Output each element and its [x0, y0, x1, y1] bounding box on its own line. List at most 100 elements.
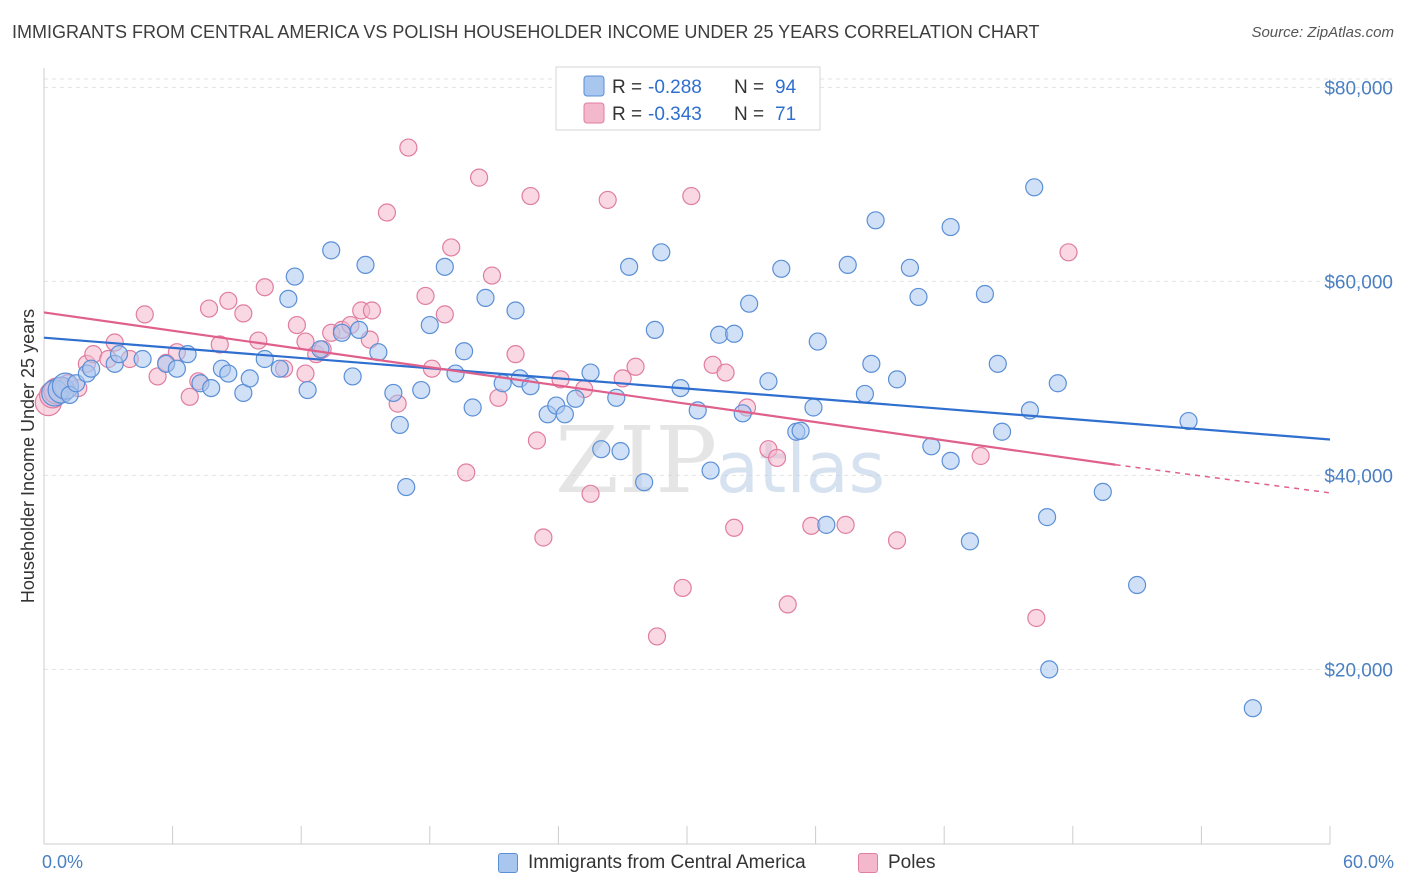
point-central-america: [82, 359, 101, 378]
point-central-america: [270, 359, 289, 378]
point-central-america: [1037, 508, 1057, 527]
point-poles: [377, 203, 397, 222]
point-central-america: [384, 383, 403, 403]
x-axis-min-label: 0.0%: [42, 852, 84, 872]
point-central-america: [710, 325, 729, 344]
legend-n-label-pink: N =: [734, 104, 764, 125]
point-central-america: [808, 332, 827, 351]
point-central-america: [581, 363, 600, 382]
point-poles: [626, 357, 645, 376]
point-central-america: [311, 340, 330, 359]
point-central-america: [960, 532, 980, 551]
point-central-america: [1025, 178, 1044, 197]
point-poles: [767, 448, 787, 468]
legend-r-value-pink: -0.343: [648, 104, 702, 125]
point-poles: [362, 301, 382, 320]
point-poles: [296, 364, 315, 383]
point-poles: [442, 238, 461, 257]
point-central-america: [397, 477, 416, 497]
point-central-america: [866, 211, 885, 230]
legend-n-label-blue: N =: [734, 77, 764, 98]
y-tick-label: $20,000: [1324, 660, 1393, 681]
legend-swatch-blue: [583, 75, 605, 97]
point-central-america: [988, 354, 1007, 373]
point-central-america: [941, 217, 960, 237]
legend-r-label-blue: R =: [612, 77, 642, 98]
trend-line-poles: [43, 311, 1116, 466]
point-central-america: [506, 301, 525, 320]
point-central-america: [356, 255, 375, 275]
point-central-america: [635, 473, 654, 492]
point-central-america: [975, 284, 995, 304]
trend-lines: [43, 311, 1331, 494]
point-central-america: [1243, 699, 1262, 718]
legend-r-label-pink: R =: [612, 104, 642, 125]
point-central-america: [1127, 575, 1147, 595]
y-tick-label: $80,000: [1324, 78, 1393, 99]
point-poles: [135, 305, 154, 324]
point-poles: [647, 627, 667, 646]
watermark-zip: ZIP: [555, 407, 717, 514]
point-poles: [598, 190, 617, 210]
legend-n-value-pink: 71: [775, 104, 796, 125]
legend-bottom: Immigrants from Central America Poles: [0, 850, 1406, 880]
point-central-america: [202, 379, 221, 398]
legend-n-value-blue: 94: [775, 77, 797, 98]
point-poles: [482, 266, 502, 285]
point-poles: [219, 291, 238, 310]
point-poles: [148, 367, 167, 386]
legend-item-central-america[interactable]: Immigrants from Central America: [498, 852, 806, 874]
point-central-america: [322, 241, 341, 260]
point-central-america: [855, 384, 874, 404]
trend-line-poles-extension: [1115, 463, 1331, 494]
point-central-america: [740, 294, 759, 313]
point-central-america: [332, 323, 352, 342]
point-poles: [457, 463, 476, 482]
point-poles: [435, 305, 454, 324]
point-central-america: [941, 451, 960, 470]
point-poles: [416, 286, 435, 306]
point-central-america: [1048, 374, 1067, 393]
point-central-america: [343, 367, 362, 386]
point-central-america: [349, 320, 369, 339]
y-tick-label: $60,000: [1324, 272, 1393, 293]
point-central-america: [133, 349, 152, 369]
point-central-america: [390, 415, 409, 435]
point-poles: [836, 515, 855, 534]
point-poles: [234, 304, 253, 323]
legend-r-value-blue: -0.288: [648, 77, 702, 98]
point-central-america: [1179, 411, 1198, 431]
chart-source: Source: ZipAtlas.com: [1251, 24, 1394, 41]
point-poles: [255, 278, 274, 297]
point-central-america: [701, 461, 720, 480]
point-poles: [581, 484, 600, 503]
legend-item-poles[interactable]: Poles: [858, 852, 936, 874]
point-central-america: [279, 289, 298, 308]
legend-swatch-poles: [858, 853, 878, 873]
point-central-america: [435, 257, 454, 276]
point-central-america: [759, 372, 778, 391]
point-central-america: [298, 380, 317, 400]
point-poles: [534, 528, 553, 547]
point-poles: [778, 595, 797, 614]
point-central-america: [791, 421, 810, 440]
point-central-america: [566, 389, 585, 408]
y-axis-label: Householder Income Under 25 years: [18, 309, 38, 603]
point-poles: [506, 345, 525, 364]
point-central-america: [900, 258, 920, 277]
point-central-america: [909, 287, 928, 307]
x-axis-max-label: 60.0%: [1342, 852, 1394, 872]
point-poles: [1059, 243, 1078, 262]
point-central-america: [463, 398, 482, 417]
point-central-america: [620, 257, 639, 276]
point-central-america: [412, 380, 431, 400]
point-poles: [521, 186, 540, 206]
point-central-america: [992, 422, 1012, 441]
point-poles: [802, 516, 821, 535]
legend-swatch-pink: [583, 102, 605, 124]
watermark-atlas: atlas: [716, 427, 885, 509]
point-central-america: [645, 320, 664, 339]
point-central-america: [1093, 482, 1112, 501]
point-poles: [180, 387, 199, 406]
